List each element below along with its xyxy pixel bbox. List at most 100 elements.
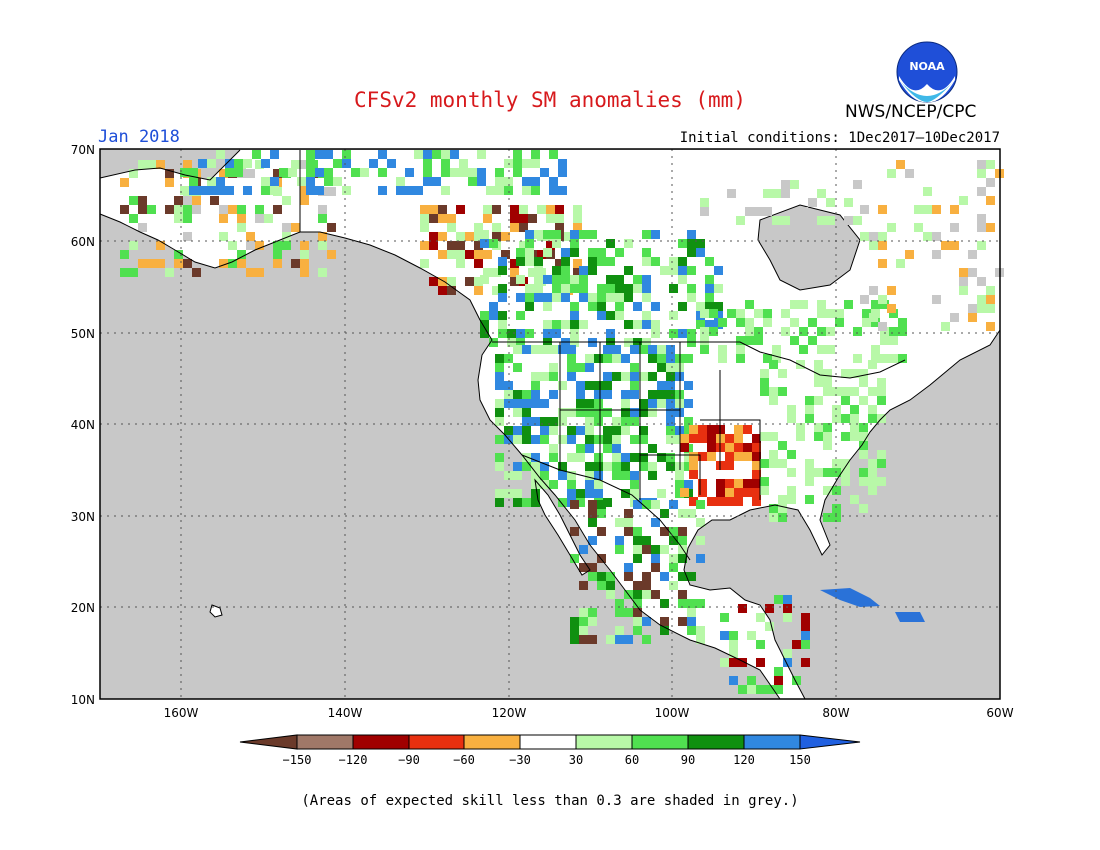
anomaly-cell	[633, 554, 642, 563]
anomaly-cell	[648, 390, 657, 399]
anomaly-cell	[941, 241, 950, 250]
anomaly-cell	[689, 425, 698, 434]
anomaly-cell	[977, 214, 986, 223]
anomaly-cell	[977, 241, 986, 250]
anomaly-cell	[850, 387, 859, 396]
anomaly-cell	[552, 239, 561, 248]
anomaly-cell	[300, 241, 309, 250]
anomaly-cell	[826, 216, 835, 225]
anomaly-cell	[474, 250, 483, 259]
anomaly-cell	[760, 432, 769, 441]
anomaly-cell	[561, 293, 570, 302]
anomaly-cell	[877, 450, 886, 459]
anomaly-cell	[573, 214, 582, 223]
anomaly-cell	[790, 180, 799, 189]
anomaly-cell	[576, 426, 585, 435]
anomaly-cell	[624, 266, 633, 275]
anomaly-cell	[716, 488, 725, 497]
anomaly-cell	[597, 248, 606, 257]
anomaly-cell	[878, 232, 887, 241]
anomaly-cell	[977, 277, 986, 286]
anomaly-cell	[738, 658, 747, 667]
anomaly-cell	[698, 488, 707, 497]
anomaly-cell	[871, 318, 880, 327]
anomaly-cell	[576, 363, 585, 372]
anomaly-cell	[941, 322, 950, 331]
anomaly-cell	[642, 257, 651, 266]
anomaly-cell	[698, 425, 707, 434]
anomaly-cell	[525, 329, 534, 338]
anomaly-cell	[814, 360, 823, 369]
anomaly-cell	[859, 477, 868, 486]
anomaly-cell	[597, 500, 606, 509]
anomaly-cell	[841, 477, 850, 486]
anomaly-cell	[642, 293, 651, 302]
anomaly-cell	[877, 396, 886, 405]
legend-label: 30	[569, 753, 583, 767]
anomaly-cell	[465, 232, 474, 241]
anomaly-cell	[914, 205, 923, 214]
anomaly-cell	[495, 186, 504, 195]
anomaly-cell	[546, 241, 555, 250]
anomaly-cell	[887, 286, 896, 295]
anomaly-cell	[552, 320, 561, 329]
anomaly-cell	[507, 329, 516, 338]
anomaly-cell	[752, 479, 761, 488]
anomaly-cell	[525, 239, 534, 248]
anomaly-cell	[537, 250, 546, 259]
anomaly-cell	[684, 417, 693, 426]
anomaly-cell	[639, 399, 648, 408]
anomaly-cell	[814, 423, 823, 432]
chart-title: CFSv2 monthly SM anomalies (mm)	[354, 88, 746, 112]
anomaly-cell	[841, 432, 850, 441]
anomaly-cell	[519, 214, 528, 223]
legend-label: −90	[398, 753, 420, 767]
anomaly-cell	[474, 277, 483, 286]
anomaly-cell	[621, 453, 630, 462]
anomaly-cell	[633, 590, 642, 599]
anomaly-cell	[477, 168, 486, 177]
anomaly-cell	[588, 572, 597, 581]
anomaly-cell	[504, 177, 513, 186]
anomaly-cell	[606, 275, 615, 284]
anomaly-cell	[826, 198, 835, 207]
anomaly-cell	[796, 423, 805, 432]
anomaly-cell	[844, 198, 853, 207]
anomaly-cell	[642, 284, 651, 293]
legend-label: 90	[681, 753, 695, 767]
anomaly-cell	[387, 159, 396, 168]
anomaly-cell	[522, 426, 531, 435]
anomaly-cell	[456, 241, 465, 250]
anomaly-cell	[315, 186, 324, 195]
anomaly-cell	[165, 268, 174, 277]
anomaly-cell	[725, 443, 734, 452]
anomaly-cell	[792, 676, 801, 685]
anomaly-cell	[754, 309, 763, 318]
anomaly-cell	[696, 239, 705, 248]
anomaly-cell	[977, 304, 986, 313]
anomaly-cell	[760, 477, 769, 486]
anomaly-cell	[743, 479, 752, 488]
legend-swatch	[799, 734, 861, 750]
anomaly-cell	[696, 554, 705, 563]
anomaly-cell	[648, 354, 657, 363]
anomaly-cell	[219, 205, 228, 214]
anomaly-cell	[986, 286, 995, 295]
anomaly-cell	[630, 363, 639, 372]
anomaly-cell	[324, 150, 333, 159]
anomaly-cell	[832, 459, 841, 468]
anomaly-cell	[147, 259, 156, 268]
anomaly-cell	[844, 300, 853, 309]
anomaly-cell	[138, 196, 147, 205]
anomaly-cell	[531, 453, 540, 462]
anomaly-cell	[823, 387, 832, 396]
anomaly-cell	[696, 536, 705, 545]
anomaly-cell	[594, 435, 603, 444]
anomaly-cell	[783, 595, 792, 604]
anomaly-cell	[648, 444, 657, 453]
anomaly-cell	[868, 459, 877, 468]
anomaly-cell	[878, 205, 887, 214]
anomaly-cell	[736, 345, 745, 354]
anomaly-cell	[237, 205, 246, 214]
anomaly-cell	[826, 309, 835, 318]
